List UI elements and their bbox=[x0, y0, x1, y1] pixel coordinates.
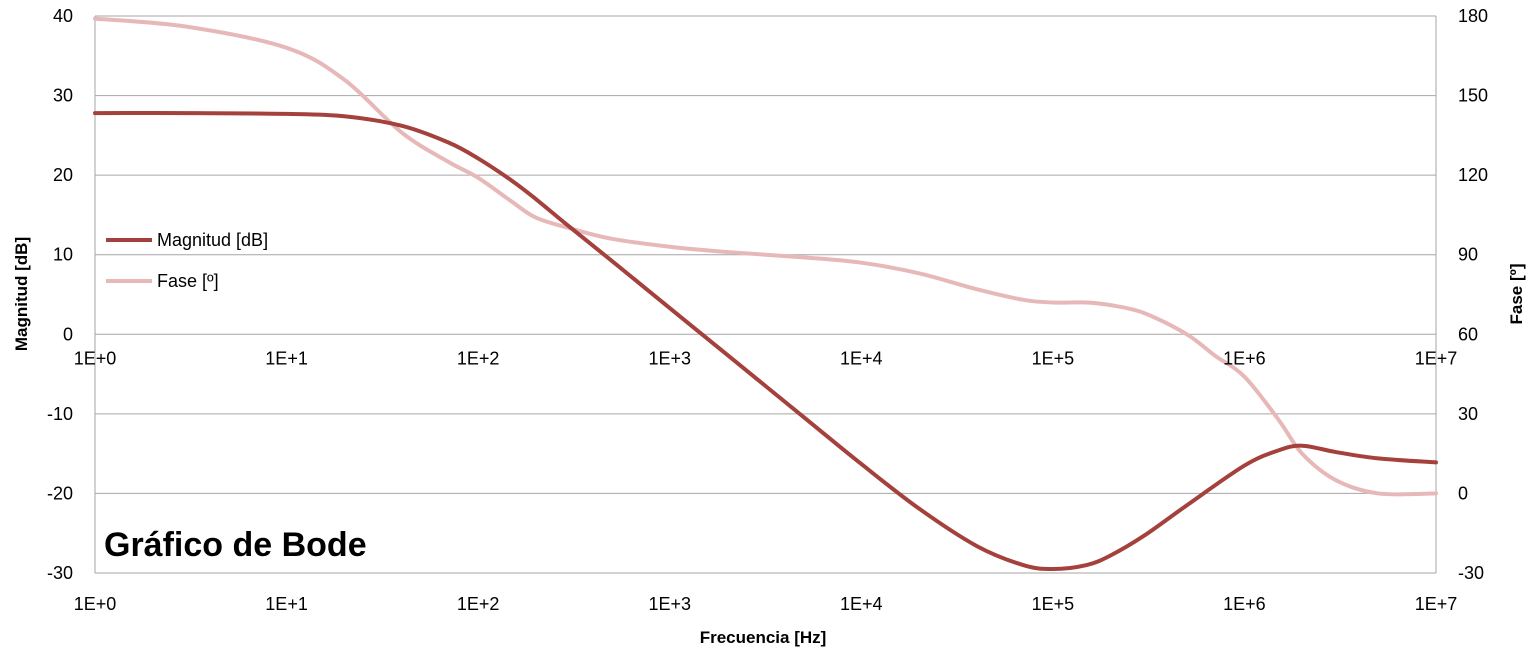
y2-tick-label: -30 bbox=[1458, 563, 1484, 583]
x-tick-label-zero-line: 1E+2 bbox=[457, 348, 500, 368]
x-axis-ticks-bottom: 1E+0 1E+1 1E+2 1E+3 1E+4 1E+5 1E+6 1E+7 bbox=[74, 594, 1458, 614]
series-line-magnitud bbox=[93, 111, 1438, 572]
right-axis-ticks: 180 150 120 90 60 30 0 -30 bbox=[1458, 6, 1488, 583]
x-axis-ticks-zero-line: 1E+0 1E+1 1E+2 1E+3 1E+4 1E+5 1E+6 1E+7 bbox=[74, 348, 1458, 368]
x-tick-label-bottom: 1E+1 bbox=[265, 594, 308, 614]
y-tick-label: 30 bbox=[53, 86, 73, 106]
y2-tick-label: 90 bbox=[1458, 245, 1478, 265]
y2-tick-label: 0 bbox=[1458, 483, 1468, 503]
y-tick-label: 0 bbox=[63, 324, 73, 344]
y2-axis-title: Fase [º] bbox=[1507, 263, 1526, 324]
x-tick-label-zero-line: 1E+1 bbox=[265, 348, 308, 368]
x-axis-title: Frecuencia [Hz] bbox=[700, 628, 827, 647]
y-tick-label: -20 bbox=[47, 483, 73, 503]
gridlines bbox=[94, 15, 1437, 574]
x-tick-label-bottom: 1E+0 bbox=[74, 594, 117, 614]
x-tick-label-zero-line: 1E+4 bbox=[840, 348, 883, 368]
y2-tick-label: 30 bbox=[1458, 404, 1478, 424]
y-tick-label: -10 bbox=[47, 404, 73, 424]
x-tick-label-bottom: 1E+5 bbox=[1032, 594, 1075, 614]
y2-tick-label: 150 bbox=[1458, 86, 1488, 106]
legend-label-fase: Fase [º] bbox=[157, 271, 219, 291]
x-tick-label-zero-line: 1E+6 bbox=[1223, 348, 1266, 368]
y2-tick-label: 120 bbox=[1458, 165, 1488, 185]
x-tick-label-zero-line: 1E+0 bbox=[74, 348, 117, 368]
legend-label-magnitud: Magnitud [dB] bbox=[157, 230, 268, 250]
chart-title: Gráfico de Bode bbox=[104, 526, 367, 564]
y-axis-title: Magnitud [dB] bbox=[12, 237, 31, 351]
series-line-fase bbox=[93, 16, 1438, 497]
x-tick-label-zero-line: 1E+5 bbox=[1032, 348, 1075, 368]
x-tick-label-zero-line: 1E+3 bbox=[648, 348, 691, 368]
y2-tick-label: 180 bbox=[1458, 6, 1488, 26]
x-tick-label-bottom: 1E+7 bbox=[1415, 594, 1458, 614]
y-tick-label: 10 bbox=[53, 245, 73, 265]
x-tick-label-bottom: 1E+2 bbox=[457, 594, 500, 614]
x-tick-label-bottom: 1E+3 bbox=[648, 594, 691, 614]
x-tick-label-zero-line: 1E+7 bbox=[1415, 348, 1458, 368]
y2-tick-label: 60 bbox=[1458, 324, 1478, 344]
x-tick-label-bottom: 1E+4 bbox=[840, 594, 883, 614]
x-tick-label-bottom: 1E+6 bbox=[1223, 594, 1266, 614]
series-layer bbox=[93, 16, 1438, 572]
y-tick-label: -30 bbox=[47, 563, 73, 583]
left-axis-ticks: 40 30 20 10 0 -10 -20 -30 bbox=[47, 6, 73, 583]
y-tick-label: 40 bbox=[53, 6, 73, 26]
legend: Magnitud [dB] Fase [º] bbox=[106, 230, 268, 291]
y-tick-label: 20 bbox=[53, 165, 73, 185]
